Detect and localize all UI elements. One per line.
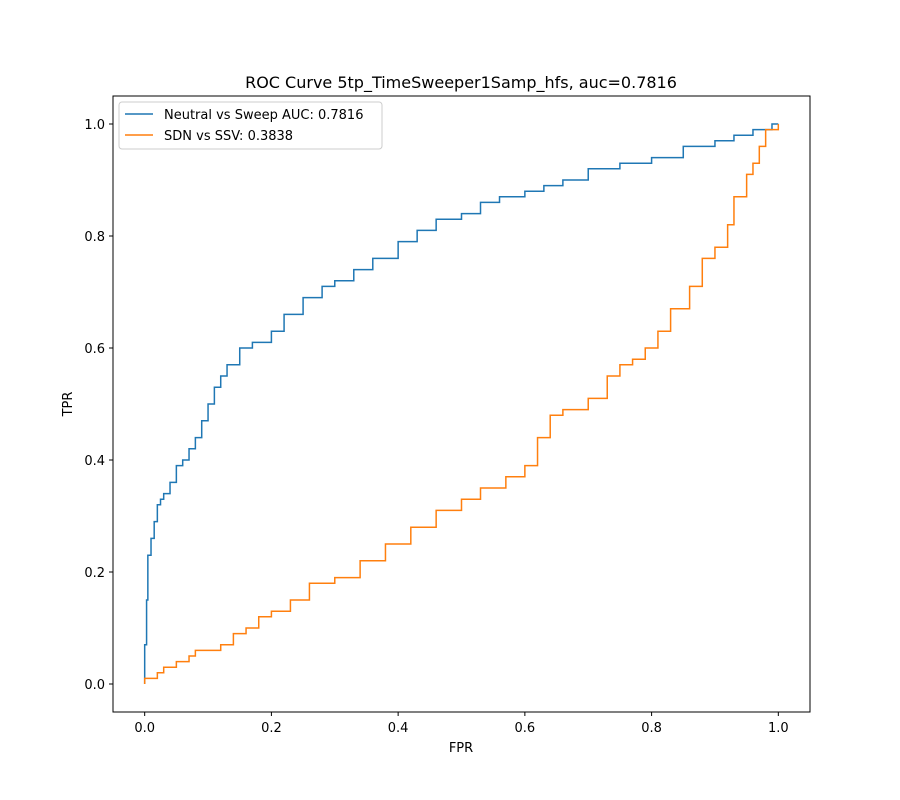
series-line-sdn-vs-ssv: [143, 124, 780, 684]
y-axis: 0.0 0.2 0.4 0.6 0.8 1.0: [84, 118, 113, 693]
legend-label-neutral-vs-sweep: Neutral vs Sweep AUC: 0.7816: [164, 108, 363, 123]
y-tick-label: 0.6: [84, 342, 105, 357]
x-tick-label: 0.4: [388, 721, 409, 736]
x-axis: 0.0 0.2 0.4 0.6 0.8 1.0: [134, 712, 789, 736]
x-tick-label: 0.6: [515, 721, 536, 736]
y-tick-label: 0.2: [84, 566, 105, 581]
chart-title: ROC Curve 5tp_TimeSweeper1Samp_hfs, auc=…: [245, 73, 677, 93]
x-tick-label: 0.0: [134, 721, 155, 736]
x-tick-label: 0.8: [641, 721, 662, 736]
x-tick-label: 1.0: [768, 721, 789, 736]
plot-frame: [112, 95, 811, 713]
series-layer: [143, 123, 780, 684]
x-tick-label: 0.2: [261, 721, 282, 736]
y-tick-label: 0.0: [84, 678, 105, 693]
y-tick-label: 0.8: [84, 230, 105, 245]
y-tick-label: 0.4: [84, 454, 105, 469]
legend: Neutral vs Sweep AUC: 0.7816 SDN vs SSV:…: [118, 101, 383, 150]
y-axis-label: TPR: [61, 392, 76, 418]
series-line-neutral-vs-sweep: [143, 123, 779, 684]
y-tick-label: 1.0: [84, 118, 105, 133]
legend-label-sdn-vs-ssv: SDN vs SSV: 0.3838: [164, 129, 293, 144]
legend-box: [118, 101, 383, 150]
x-axis-label: FPR: [449, 741, 473, 756]
